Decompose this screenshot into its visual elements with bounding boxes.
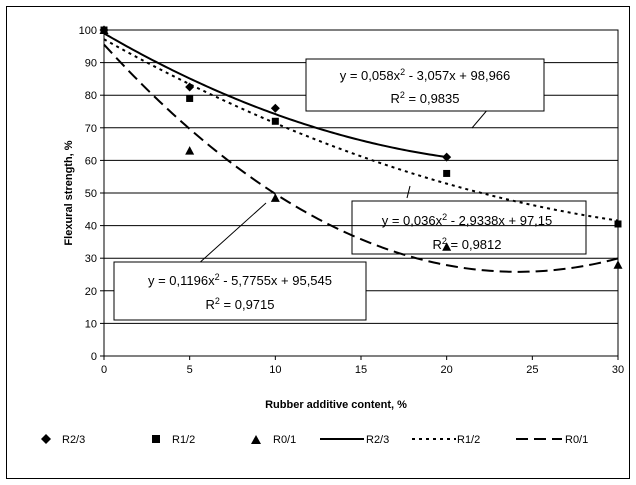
equation-box-r12: y = 0,036x2 - 2,9338x + 97,15 R2 = 0,981… xyxy=(351,185,587,255)
point-diamond xyxy=(185,82,195,92)
equation-box-frame-r23 xyxy=(305,58,545,112)
r-squared-r01: R2 = 0,9715 xyxy=(206,296,275,312)
legend-label-r23-marker: R2/3 xyxy=(62,434,85,446)
r-squared-r23: R2 = 0,9835 xyxy=(391,90,460,106)
r-squared-r12: R2 = 0,9812 xyxy=(433,236,502,252)
y-tick-label: 10 xyxy=(85,318,97,330)
y-tick-label: 80 xyxy=(85,90,97,102)
y-tick-label: 20 xyxy=(85,286,97,298)
trend-line-solid xyxy=(103,32,447,159)
x-tick-label: 0 xyxy=(101,364,107,376)
equation-box-frame-r12 xyxy=(351,200,587,255)
trend-lines xyxy=(103,32,619,273)
point-diamond xyxy=(442,152,452,162)
y-tick-label: 60 xyxy=(85,155,97,167)
point-square xyxy=(271,117,279,125)
equation-leader-r01 xyxy=(196,202,267,266)
x-tick-label: 30 xyxy=(612,364,624,376)
legend-marker-square xyxy=(152,435,160,443)
point-square xyxy=(614,220,622,228)
x-tick-label: 10 xyxy=(269,364,281,376)
data-markers xyxy=(99,25,623,269)
y-tick-label: 70 xyxy=(85,123,97,135)
y-tick-label: 30 xyxy=(85,253,97,265)
point-triangle xyxy=(99,25,109,34)
legend-label-r01-marker: R0/1 xyxy=(273,434,296,446)
point-triangle xyxy=(270,193,280,202)
legend-label-r01-trend: R0/1 xyxy=(565,434,588,446)
point-square xyxy=(443,169,451,177)
equation-r12: y = 0,036x2 - 2,9338x + 97,15 xyxy=(382,212,553,228)
y-tick-label: 50 xyxy=(85,188,97,200)
point-triangle xyxy=(442,242,452,251)
equation-leader-r12 xyxy=(406,185,411,199)
y-axis-title: Flexural strength, % xyxy=(63,140,75,245)
trend-line-dashed xyxy=(103,43,619,273)
legend-marker-diamond xyxy=(41,434,51,444)
y-tick-label: 90 xyxy=(85,58,97,70)
point-triangle xyxy=(185,146,195,155)
x-tick-label: 25 xyxy=(526,364,538,376)
point-triangle xyxy=(613,260,623,269)
equation-box-r23: y = 0,058x2 - 3,057x + 98,966 R2 = 0,983… xyxy=(305,58,545,129)
trend-line-dotted xyxy=(103,38,619,222)
x-axis-ticks: 0 5 10 15 20 25 30 xyxy=(101,356,624,376)
legend-marker-triangle xyxy=(251,435,261,444)
y-axis-ticks: 0 10 20 30 40 50 60 70 80 90 100 xyxy=(79,25,104,363)
equation-box-frame-r01 xyxy=(113,261,367,321)
legend-label-r23-trend: R2/3 xyxy=(366,434,389,446)
legend-label-r12-marker: R1/2 xyxy=(172,434,195,446)
x-tick-label: 20 xyxy=(441,364,453,376)
equation-box-r01: y = 0,1196x2 - 5,7755x + 95,545 R2 = 0,9… xyxy=(113,202,367,321)
y-tick-label: 40 xyxy=(85,221,97,233)
x-tick-label: 5 xyxy=(187,364,193,376)
x-axis-title: Rubber additive content, % xyxy=(265,399,407,411)
point-square xyxy=(186,94,194,102)
equation-r01: y = 0,1196x2 - 5,7755x + 95,545 xyxy=(148,272,332,288)
x-tick-label: 15 xyxy=(355,364,367,376)
legend: R2/3 R1/2 R0/1 R2/3 R1/2 R0/1 xyxy=(41,434,588,446)
equation-r23: y = 0,058x2 - 3,057x + 98,966 xyxy=(340,67,511,83)
y-tick-label: 0 xyxy=(91,351,97,363)
point-diamond xyxy=(270,103,280,113)
legend-label-r12-trend: R1/2 xyxy=(457,434,480,446)
y-tick-label: 100 xyxy=(79,25,97,37)
